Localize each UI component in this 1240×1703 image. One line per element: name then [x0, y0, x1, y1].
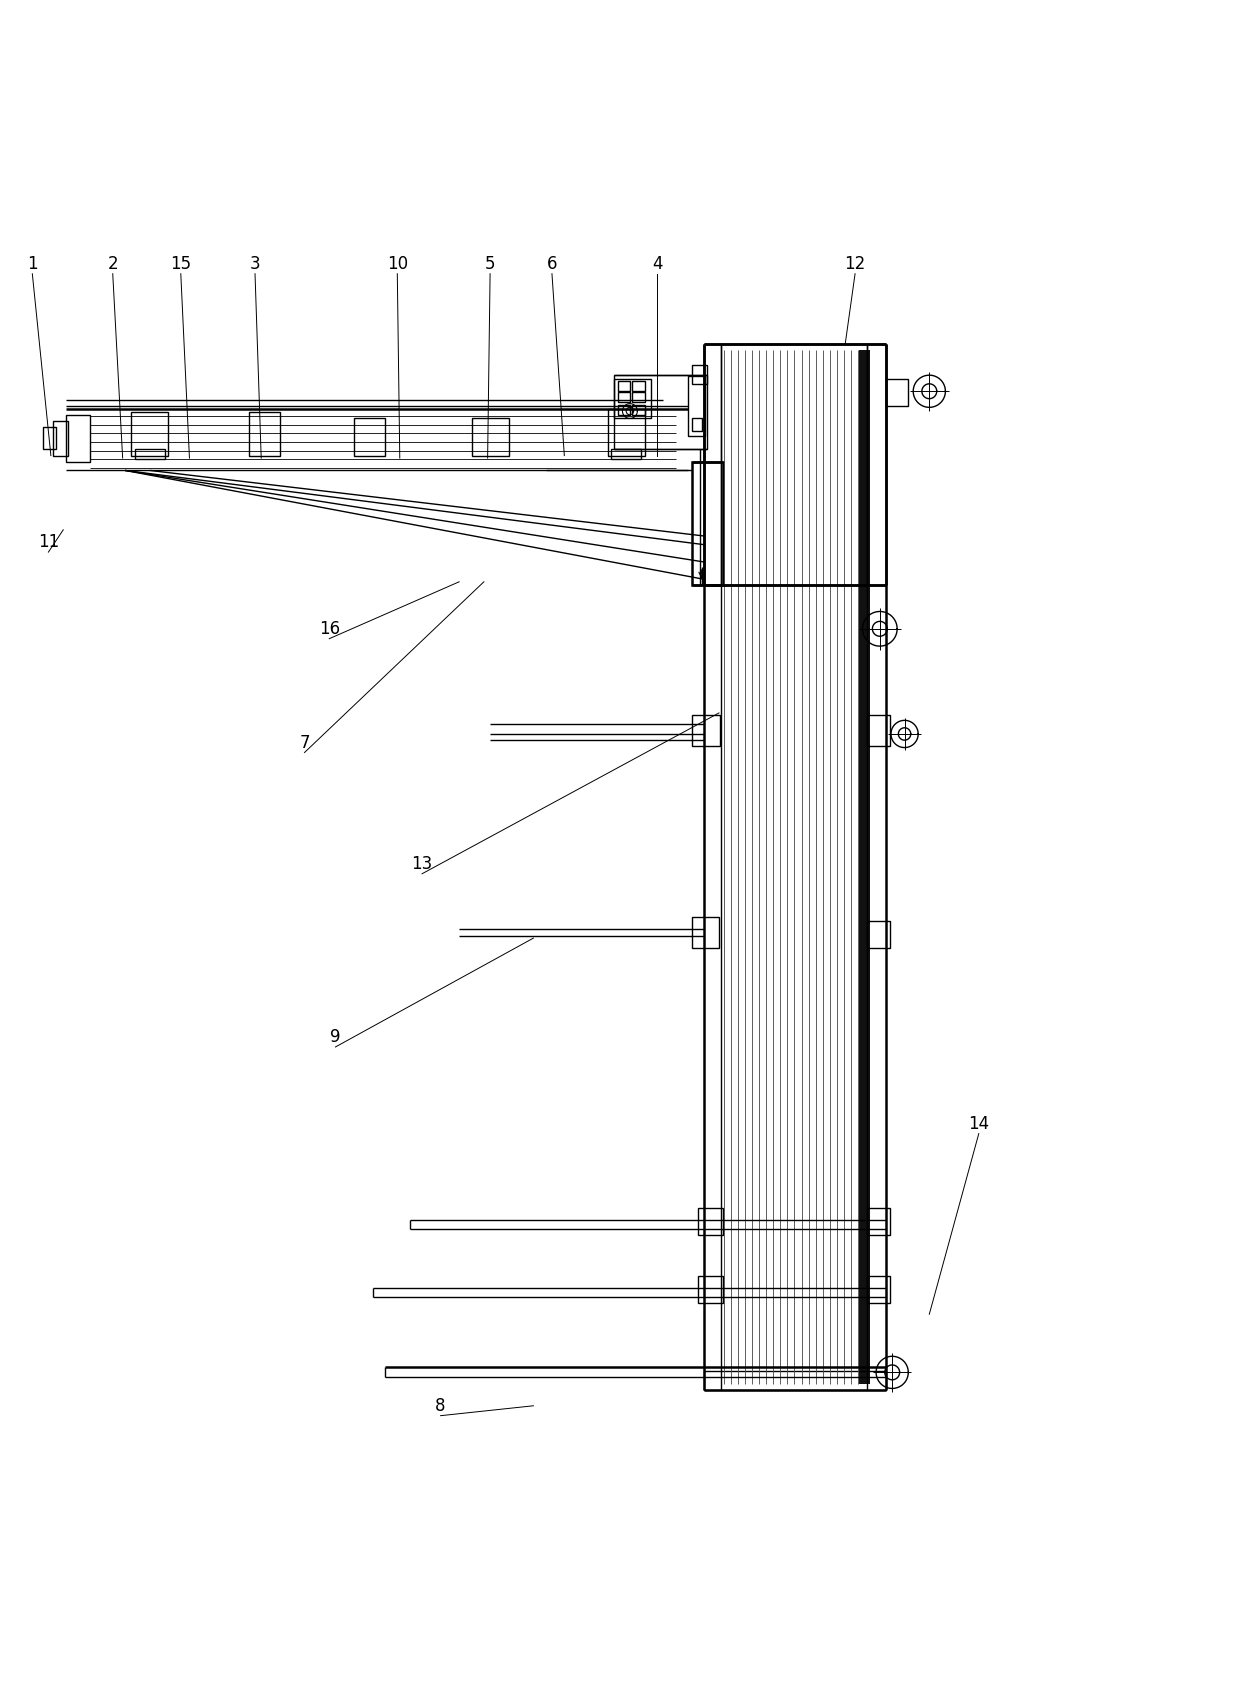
Text: 14: 14 — [968, 1115, 990, 1132]
Text: 9: 9 — [330, 1029, 341, 1046]
Text: 16: 16 — [319, 620, 340, 639]
Text: 11: 11 — [37, 533, 60, 552]
Bar — [632, 392, 645, 402]
Bar — [704, 1371, 887, 1390]
Bar — [887, 378, 908, 405]
Bar — [53, 421, 68, 456]
Text: 8: 8 — [435, 1396, 446, 1415]
Bar — [608, 409, 645, 456]
Bar — [688, 376, 706, 436]
Bar — [614, 375, 707, 450]
Bar — [698, 1207, 723, 1235]
Bar — [692, 419, 702, 431]
Text: 2: 2 — [108, 255, 118, 272]
Text: 15: 15 — [170, 255, 191, 272]
Bar — [611, 450, 641, 460]
Text: 13: 13 — [412, 855, 433, 874]
Bar — [618, 392, 630, 402]
Bar — [692, 715, 720, 746]
Bar — [66, 416, 91, 462]
Bar — [249, 412, 280, 456]
Bar — [618, 381, 630, 392]
Text: 12: 12 — [844, 255, 866, 272]
Text: 5: 5 — [485, 255, 495, 272]
Bar — [618, 405, 630, 416]
Text: 3: 3 — [249, 255, 260, 272]
Bar — [868, 1207, 890, 1235]
Bar — [43, 427, 56, 450]
Bar — [353, 419, 384, 456]
Bar — [614, 378, 651, 419]
Text: 10: 10 — [387, 255, 408, 272]
Bar — [692, 364, 707, 383]
Bar — [632, 381, 645, 392]
Bar — [135, 450, 165, 460]
Bar — [698, 1276, 723, 1303]
Bar — [868, 715, 890, 746]
Text: 1: 1 — [27, 255, 37, 272]
Text: 7: 7 — [299, 734, 310, 751]
Bar — [868, 921, 890, 949]
Bar — [632, 405, 645, 416]
Bar — [471, 419, 508, 456]
Bar — [692, 462, 723, 586]
Text: 6: 6 — [547, 255, 557, 272]
Text: 4: 4 — [652, 255, 662, 272]
Bar — [859, 351, 870, 1383]
Bar — [692, 918, 719, 949]
Bar — [868, 1276, 890, 1303]
Bar — [131, 412, 169, 456]
